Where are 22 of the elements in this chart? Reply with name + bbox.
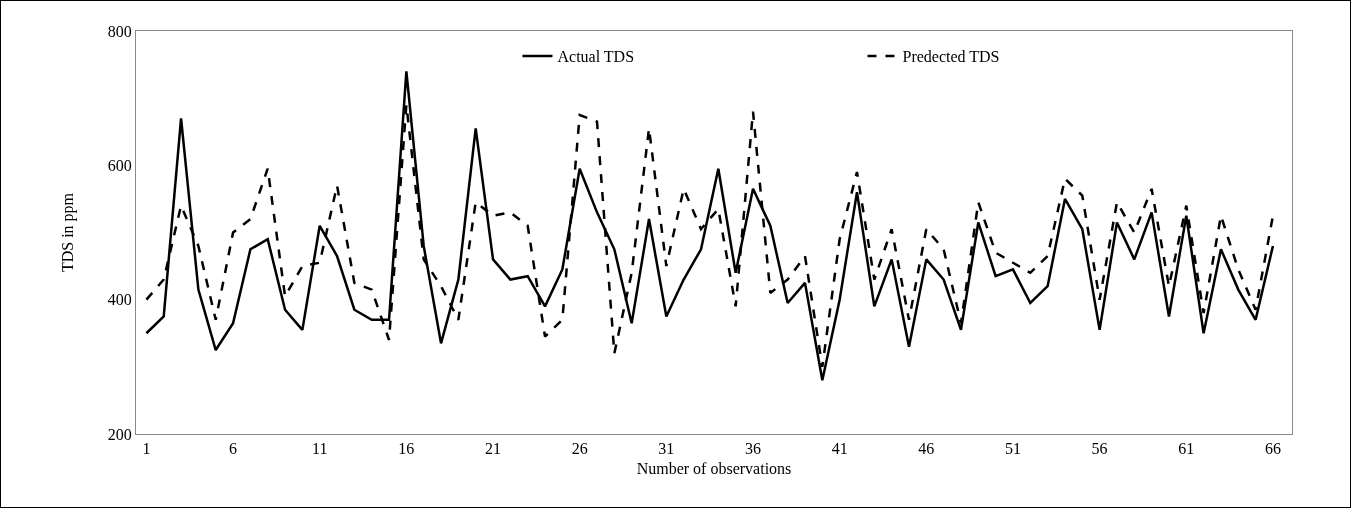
x-tick-label: 61 [1178,440,1195,458]
x-tick-label: 16 [398,440,415,458]
x-tick-label: 51 [1004,440,1021,458]
x-tick-label: 66 [1264,440,1281,458]
x-tick-label: 56 [1091,440,1108,458]
x-tick-label: 31 [658,440,675,458]
y-axis-title: TDS in ppm [58,192,77,273]
legend-label: Actual TDS [557,48,635,66]
y-tick-label: 600 [107,156,132,174]
x-axis-title: Number of observations [636,459,792,477]
x-tick-label: 21 [485,440,502,458]
legend-label: Predected TDS [902,48,1000,66]
x-tick-label: 1 [142,440,151,458]
y-tick-label: 400 [107,291,132,309]
x-tick-label: 41 [831,440,848,458]
x-tick-label: 36 [745,440,761,458]
x-tick-label: 11 [312,440,328,458]
x-tick-label: 46 [918,440,935,458]
y-tick-label: 800 [107,22,132,40]
x-tick-label: 6 [229,440,238,458]
y-tick-label: 200 [107,425,132,443]
x-tick-label: 26 [571,440,588,458]
